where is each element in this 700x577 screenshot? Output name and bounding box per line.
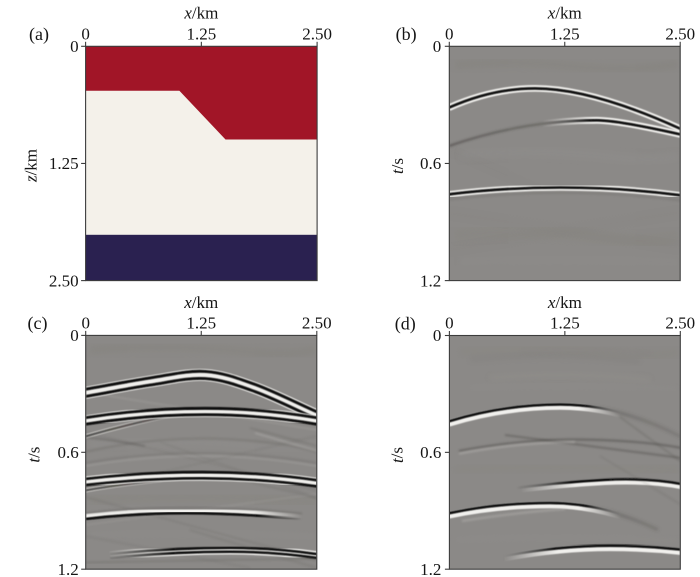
svg-text:z/km: z/km [21, 149, 40, 183]
svg-text:2.50: 2.50 [49, 271, 79, 290]
svg-text:(a): (a) [29, 24, 49, 45]
svg-text:t/s: t/s [388, 158, 407, 174]
svg-text:0: 0 [70, 37, 79, 56]
svg-text:1.25: 1.25 [550, 25, 580, 44]
svg-text:(d): (d) [395, 314, 416, 335]
svg-text:2.50: 2.50 [302, 314, 332, 333]
svg-text:1.25: 1.25 [49, 154, 79, 173]
svg-text:(b): (b) [396, 24, 417, 45]
svg-text:0: 0 [433, 326, 442, 345]
svg-text:0: 0 [81, 25, 90, 44]
svg-text:0.6: 0.6 [57, 443, 78, 462]
svg-text:x/km: x/km [547, 4, 582, 23]
svg-text:t/s: t/s [24, 447, 43, 463]
svg-text:1.2: 1.2 [57, 560, 78, 577]
svg-text:0.6: 0.6 [420, 154, 441, 173]
svg-text:1.25: 1.25 [186, 314, 216, 333]
svg-text:0: 0 [433, 37, 442, 56]
svg-text:0.6: 0.6 [420, 443, 441, 462]
svg-text:2.50: 2.50 [665, 25, 695, 44]
svg-text:x/km: x/km [183, 293, 218, 312]
svg-text:(c): (c) [28, 313, 48, 334]
svg-text:x/km: x/km [183, 4, 218, 23]
svg-text:0: 0 [81, 314, 90, 333]
svg-text:1.2: 1.2 [420, 271, 441, 290]
svg-text:1.25: 1.25 [550, 314, 580, 333]
svg-text:0: 0 [445, 314, 454, 333]
svg-text:2.50: 2.50 [302, 25, 332, 44]
svg-text:1.2: 1.2 [420, 560, 441, 577]
svg-text:0: 0 [445, 25, 454, 44]
svg-text:x/km: x/km [547, 293, 582, 312]
svg-text:t/s: t/s [388, 447, 407, 463]
svg-text:2.50: 2.50 [665, 314, 695, 333]
svg-text:0: 0 [70, 326, 79, 345]
svg-text:1.25: 1.25 [186, 25, 216, 44]
